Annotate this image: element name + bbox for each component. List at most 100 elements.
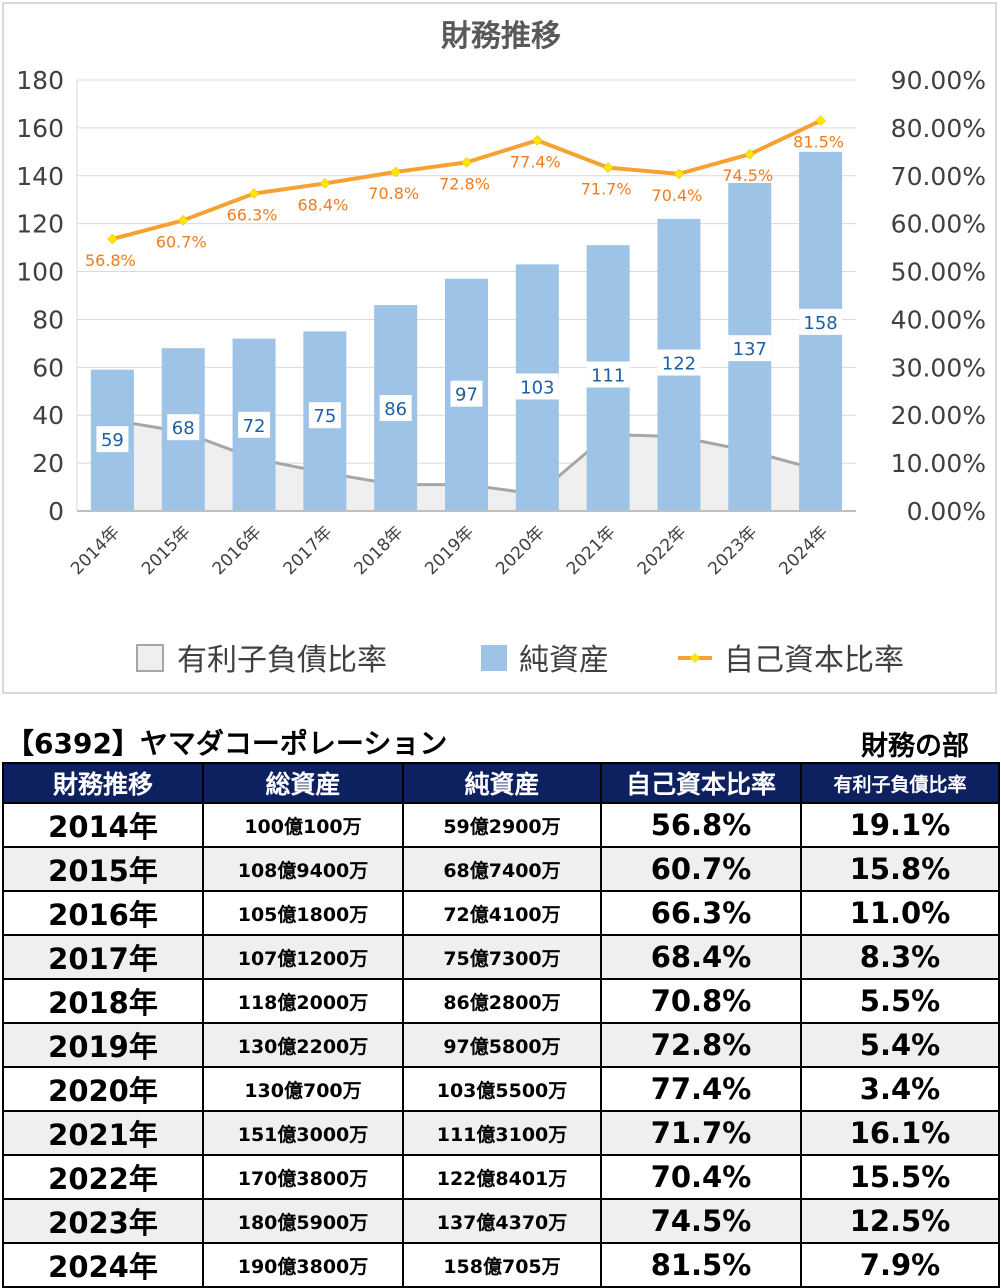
table-row: 2019年 130億2200万 97億5800万 72.8% 5.4% — [2, 1022, 1000, 1068]
y-left-tick-label: 160 — [16, 114, 64, 143]
y-left-tick-label: 0 — [48, 497, 64, 526]
bar-value-label: 97 — [455, 385, 478, 406]
row-debt-ratio: 15.5% — [800, 1154, 1000, 1200]
row-net-assets: 75億7300万 — [402, 934, 602, 980]
row-net-assets: 122億8401万 — [402, 1154, 602, 1200]
table-row: 2014年 100億100万 59億2900万 56.8% 19.1% — [2, 802, 1000, 848]
y-left-tick-label: 60 — [32, 353, 64, 382]
row-year: 2017年 — [2, 934, 204, 980]
row-year: 2021年 — [2, 1110, 204, 1156]
row-equity-ratio: 70.4% — [600, 1154, 802, 1200]
row-debt-ratio: 8.3% — [800, 934, 1000, 980]
line-value-label: 60.7% — [156, 232, 207, 251]
row-equity-ratio: 68.4% — [600, 934, 802, 980]
legend-equity-ratio-label: 自己資本比率 — [724, 643, 904, 678]
row-net-assets: 68億7400万 — [402, 846, 602, 892]
table-row: 2017年 107億1200万 75億7300万 68.4% 8.3% — [2, 934, 1000, 980]
row-net-assets: 111億3100万 — [402, 1110, 602, 1156]
bar-label-bg — [96, 426, 129, 453]
y-left-tick-label: 100 — [16, 258, 64, 287]
row-year: 2014年 — [2, 802, 204, 848]
header-debt-ratio: 有利子負債比率 — [800, 762, 1000, 804]
table-row: 2020年 130億700万 103億5500万 77.4% 3.4% — [2, 1066, 1000, 1112]
y-left-tick-label: 40 — [32, 401, 64, 430]
y-left-tick-label: 120 — [16, 210, 64, 239]
row-equity-ratio: 70.8% — [600, 978, 802, 1024]
bar-label-bg — [657, 349, 701, 376]
y-right-tick-label: 40.00% — [891, 305, 986, 334]
bar-label-bg — [450, 380, 483, 407]
equity-ratio-marker — [531, 134, 543, 146]
equity-ratio-marker — [248, 188, 260, 199]
x-tick-label: 2014年 — [67, 522, 124, 579]
table-header-row: 財務推移 総資産 純資産 自己資本比率 有利子負債比率 — [2, 762, 1000, 804]
bar-label-bg — [379, 395, 412, 422]
row-total-assets: 190億3800万 — [202, 1242, 404, 1288]
table-row: 2015年 108億9400万 68億7400万 60.7% 15.8% — [2, 846, 1000, 892]
table-row: 2023年 180億5900万 137億4370万 74.5% 12.5% — [2, 1198, 1000, 1244]
row-net-assets: 97億5800万 — [402, 1022, 602, 1068]
equity-ratio-marker — [602, 162, 614, 173]
legend-equity-ratio-marker — [690, 653, 700, 663]
x-tick-label: 2024年 — [775, 522, 832, 579]
x-tick-label: 2021年 — [563, 522, 620, 579]
x-tick-label: 2017年 — [280, 522, 337, 579]
row-total-assets: 100億100万 — [202, 802, 404, 848]
bar-value-label: 103 — [520, 377, 554, 398]
line-value-label: 74.5% — [722, 166, 773, 185]
row-net-assets: 137億4370万 — [402, 1198, 602, 1244]
y-right-tick-label: 90.00% — [891, 66, 986, 95]
row-total-assets: 170億3800万 — [202, 1154, 404, 1200]
header-net-assets: 純資産 — [402, 762, 602, 804]
line-value-label: 81.5% — [793, 133, 844, 152]
row-total-assets: 151億3000万 — [202, 1110, 404, 1156]
row-total-assets: 105億1800万 — [202, 890, 404, 936]
y-left-tick-label: 180 — [16, 66, 64, 95]
line-value-label: 70.8% — [368, 184, 419, 203]
row-net-assets: 86億2800万 — [402, 978, 602, 1024]
line-value-label: 56.8% — [85, 251, 136, 270]
row-net-assets: 158億705万 — [402, 1242, 602, 1288]
row-year: 2019年 — [2, 1022, 204, 1068]
table-row: 2022年 170億3800万 122億8401万 70.4% 15.5% — [2, 1154, 1000, 1200]
bar-value-label: 72 — [243, 416, 266, 437]
y-left-tick-label: 80 — [32, 305, 64, 334]
row-year: 2016年 — [2, 890, 204, 936]
x-tick-label: 2020年 — [492, 522, 549, 579]
table-row: 2016年 105億1800万 72億4100万 66.3% 11.0% — [2, 890, 1000, 936]
bar-label-bg — [238, 411, 271, 438]
row-equity-ratio: 74.5% — [600, 1198, 802, 1244]
bar-value-label: 68 — [172, 418, 195, 439]
financial-table: 財務推移 総資産 純資産 自己資本比率 有利子負債比率 2014年 100億100… — [2, 762, 1000, 1288]
x-tick-label: 2015年 — [138, 522, 195, 579]
bar-label-bg — [586, 361, 630, 388]
row-total-assets: 108億9400万 — [202, 846, 404, 892]
x-tick-label: 2016年 — [209, 522, 266, 579]
row-equity-ratio: 81.5% — [600, 1242, 802, 1288]
x-tick-label: 2023年 — [705, 522, 762, 579]
bar-value-label: 75 — [313, 406, 336, 427]
row-debt-ratio: 3.4% — [800, 1066, 1000, 1112]
row-debt-ratio: 16.1% — [800, 1110, 1000, 1156]
equity-ratio-marker — [390, 166, 402, 178]
row-year: 2018年 — [2, 978, 204, 1024]
bar-value-label: 137 — [733, 339, 767, 360]
row-total-assets: 130億700万 — [202, 1066, 404, 1112]
row-total-assets: 180億5900万 — [202, 1198, 404, 1244]
legend-net-assets-swatch — [481, 645, 507, 671]
y-right-tick-label: 10.00% — [891, 449, 986, 478]
bar-label-bg — [308, 402, 341, 429]
header-total-assets: 総資産 — [202, 762, 404, 804]
row-total-assets: 130億2200万 — [202, 1022, 404, 1068]
row-equity-ratio: 72.8% — [600, 1022, 802, 1068]
row-net-assets: 59億2900万 — [402, 802, 602, 848]
row-equity-ratio: 56.8% — [600, 802, 802, 848]
bar-label-bg — [799, 308, 843, 335]
legend-debt-ratio-label: 有利子負債比率 — [177, 643, 387, 678]
row-debt-ratio: 5.5% — [800, 978, 1000, 1024]
y-left-tick-label: 20 — [32, 449, 64, 478]
table-row: 2021年 151億3000万 111億3100万 71.7% 16.1% — [2, 1110, 1000, 1156]
row-year: 2022年 — [2, 1154, 204, 1200]
header-equity-ratio: 自己資本比率 — [600, 762, 802, 804]
bar-value-label: 122 — [662, 354, 696, 375]
